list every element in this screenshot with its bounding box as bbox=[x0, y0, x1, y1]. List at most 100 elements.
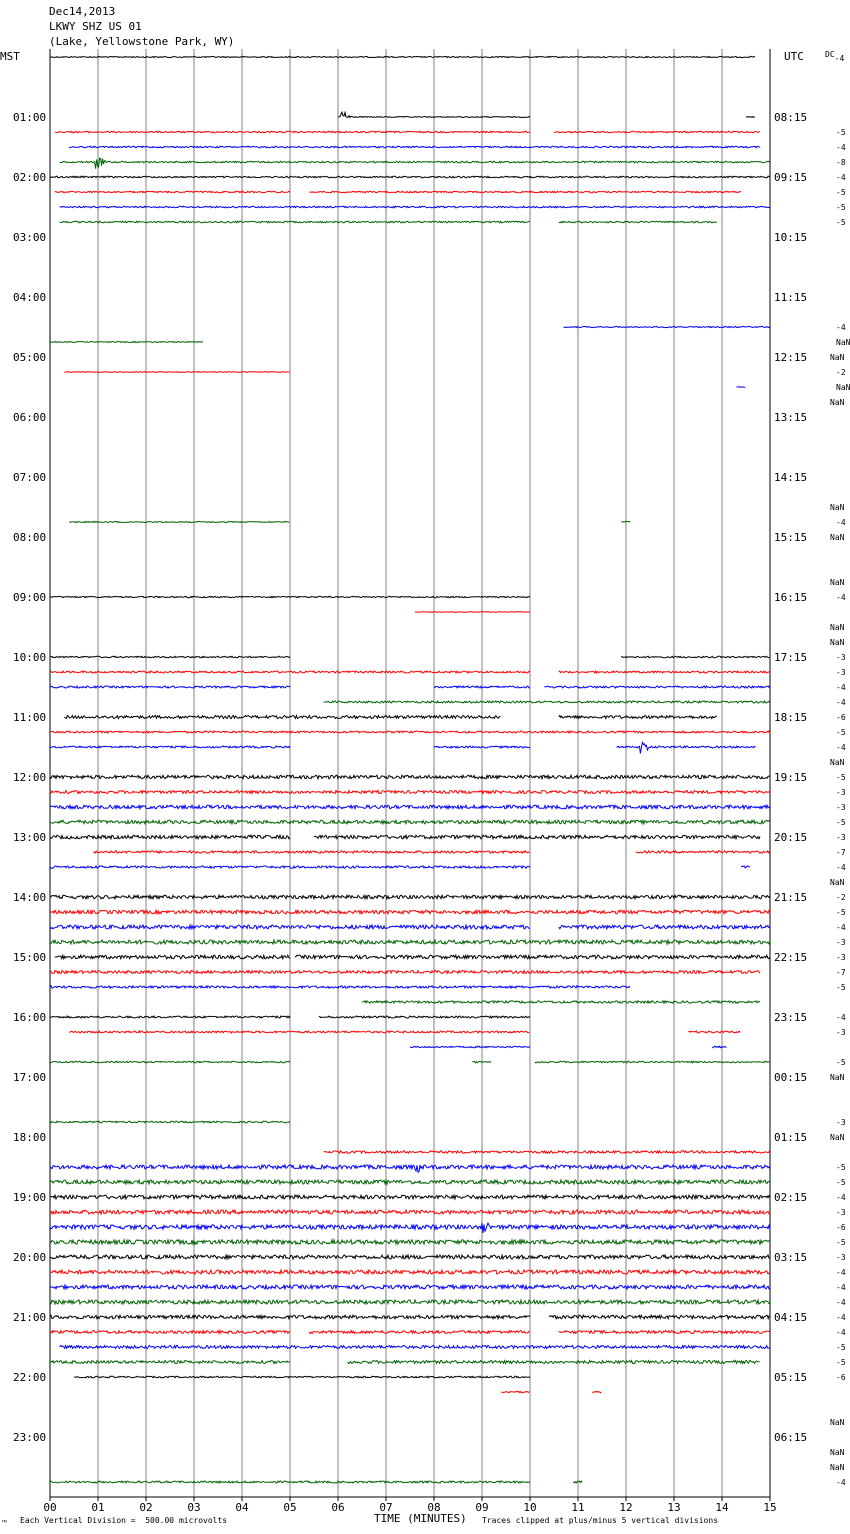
trace-row-62-seg-0 bbox=[49, 984, 631, 990]
trace-row-48-seg-0 bbox=[49, 773, 771, 781]
dc-offset-row-32: NaN bbox=[830, 533, 845, 542]
trace-row-40-seg-1 bbox=[621, 655, 770, 659]
x-tick-label-01: 01 bbox=[91, 1501, 104, 1514]
hour-label-right-2215: 22:15 bbox=[774, 951, 807, 964]
x-tick-label-02: 02 bbox=[139, 1501, 152, 1514]
dc-offset-row-76: -4 bbox=[836, 1193, 846, 1202]
hour-label-left-1000: 10:00 bbox=[13, 651, 46, 664]
trace-row-75-seg-0 bbox=[49, 1178, 771, 1186]
trace-row-83-seg-0 bbox=[49, 1298, 771, 1306]
trace-row-66-seg-0 bbox=[409, 1045, 531, 1049]
hour-label-left-0500: 05:00 bbox=[13, 351, 46, 364]
dc-offset-row-44: -6 bbox=[836, 713, 846, 722]
x-tick-label-05: 05 bbox=[283, 1501, 296, 1514]
dc-offset-row-65: -3 bbox=[836, 1028, 846, 1037]
dc-offset-row-71: -3 bbox=[836, 1118, 846, 1127]
trace-row-56-seg-0 bbox=[49, 893, 771, 901]
hour-label-right-1515: 15:15 bbox=[774, 531, 807, 544]
trace-row-46-seg-0 bbox=[49, 745, 291, 749]
x-tick-label-07: 07 bbox=[379, 1501, 392, 1514]
trace-row-40-seg-0 bbox=[49, 655, 291, 659]
right-timezone-label: UTC bbox=[784, 50, 804, 63]
dc-offset-row-57: -5 bbox=[836, 908, 846, 917]
trace-row-10-seg-0 bbox=[59, 205, 770, 209]
dc-offset-row-67: -5 bbox=[836, 1058, 846, 1067]
hour-label-right-1615: 16:15 bbox=[774, 591, 807, 604]
hour-label-left-0100: 01:00 bbox=[13, 111, 46, 124]
x-tick-label-09: 09 bbox=[475, 1501, 488, 1514]
hour-label-right-0015: 00:15 bbox=[774, 1071, 807, 1084]
dc-offset-row-83: -4 bbox=[836, 1298, 846, 1307]
trace-row-71-seg-0 bbox=[49, 1120, 291, 1124]
trace-row-5-seg-0 bbox=[54, 130, 530, 134]
dc-offset-row-38: NaN bbox=[830, 623, 845, 632]
trace-row-89-seg-0 bbox=[501, 1390, 530, 1394]
trace-row-31-seg-1 bbox=[621, 520, 631, 523]
x-axis-title: TIME (MINUTES) bbox=[374, 1512, 467, 1525]
hour-label-right-0615: 06:15 bbox=[774, 1431, 807, 1444]
hour-label-right-0815: 08:15 bbox=[774, 111, 807, 124]
trace-row-31-seg-0 bbox=[69, 520, 290, 524]
dc-offset-row-19: NaN bbox=[836, 338, 850, 347]
trace-row-85-seg-1 bbox=[308, 1329, 530, 1335]
hour-label-right-2015: 20:15 bbox=[774, 831, 807, 844]
dc-offset-row-64: -4 bbox=[836, 1013, 846, 1022]
trace-row-60-seg-0 bbox=[54, 953, 291, 961]
trace-row-81-seg-0 bbox=[49, 1268, 771, 1276]
trace-row-79-seg-0 bbox=[49, 1237, 771, 1247]
trace-row-64-seg-1 bbox=[318, 1015, 531, 1019]
dc-offset-row-50: -3 bbox=[836, 803, 846, 812]
dc-header-label: DC-4 bbox=[825, 50, 845, 63]
hour-label-right-0515: 05:15 bbox=[774, 1371, 807, 1384]
hour-label-right-1015: 10:15 bbox=[774, 231, 807, 244]
x-tick-label-00: 00 bbox=[43, 1501, 56, 1514]
x-tick-label-10: 10 bbox=[523, 1501, 536, 1514]
trace-row-77-seg-0 bbox=[49, 1208, 771, 1216]
dc-offset-row-78: -6 bbox=[836, 1223, 846, 1232]
trace-row-4-seg-1 bbox=[745, 116, 755, 119]
trace-row-21-seg-0 bbox=[64, 371, 290, 374]
dc-offset-row-20: NaN bbox=[830, 353, 845, 362]
dc-offset-row-95: -4 bbox=[836, 1478, 846, 1487]
dc-offset-row-58: -4 bbox=[836, 923, 846, 932]
dc-offset-row-21: -2 bbox=[836, 368, 846, 377]
dc-offset-row-86: -5 bbox=[836, 1343, 846, 1352]
dc-offset-row-94: NaN bbox=[830, 1463, 845, 1472]
dc-offset-row-18: -4 bbox=[836, 323, 846, 332]
dc-offset-row-30: NaN bbox=[830, 503, 845, 512]
dc-offset-row-48: -5 bbox=[836, 773, 846, 782]
trace-row-46-seg-2 bbox=[616, 740, 756, 754]
x-tick-label-11: 11 bbox=[571, 1501, 584, 1514]
trace-row-22-seg-0 bbox=[736, 386, 746, 388]
trace-row-82-seg-0 bbox=[49, 1283, 771, 1291]
hour-label-right-0315: 03:15 bbox=[774, 1251, 807, 1264]
trace-row-65-seg-0 bbox=[69, 1030, 530, 1034]
trace-row-8-seg-0 bbox=[49, 175, 771, 179]
dc-offset-row-23: NaN bbox=[830, 398, 845, 407]
hour-label-right-1815: 18:15 bbox=[774, 711, 807, 724]
trace-row-87-seg-0 bbox=[49, 1359, 291, 1365]
trace-row-84-seg-1 bbox=[548, 1313, 770, 1321]
hour-label-right-1315: 13:15 bbox=[774, 411, 807, 424]
trace-row-95-seg-0 bbox=[49, 1480, 531, 1485]
trace-row-84-seg-0 bbox=[49, 1313, 531, 1321]
dc-offset-row-22: NaN bbox=[836, 383, 850, 392]
dc-offset-row-43: -4 bbox=[836, 698, 846, 707]
trace-row-67-seg-2 bbox=[534, 1060, 770, 1064]
hour-label-left-2200: 22:00 bbox=[13, 1371, 46, 1384]
dc-offset-row-81: -4 bbox=[836, 1268, 846, 1277]
trace-row-52-seg-0 bbox=[49, 833, 291, 841]
hour-label-left-2000: 20:00 bbox=[13, 1251, 46, 1264]
hour-label-left-1800: 18:00 bbox=[13, 1131, 46, 1144]
dc-offset-row-47: NaN bbox=[830, 758, 845, 767]
hour-label-left-0900: 09:00 bbox=[13, 591, 46, 604]
hour-label-right-2315: 23:15 bbox=[774, 1011, 807, 1024]
dc-offset-row-80: -3 bbox=[836, 1253, 846, 1262]
chart-date: Dec14,2013 bbox=[49, 5, 116, 18]
dc-offset-row-88: -6 bbox=[836, 1373, 846, 1382]
trace-row-18-seg-0 bbox=[563, 325, 770, 329]
dc-offset-row-45: -5 bbox=[836, 728, 846, 737]
trace-row-11-seg-0 bbox=[59, 220, 530, 224]
trace-row-80-seg-0 bbox=[49, 1253, 771, 1261]
hour-label-right-0415: 04:15 bbox=[774, 1311, 807, 1324]
